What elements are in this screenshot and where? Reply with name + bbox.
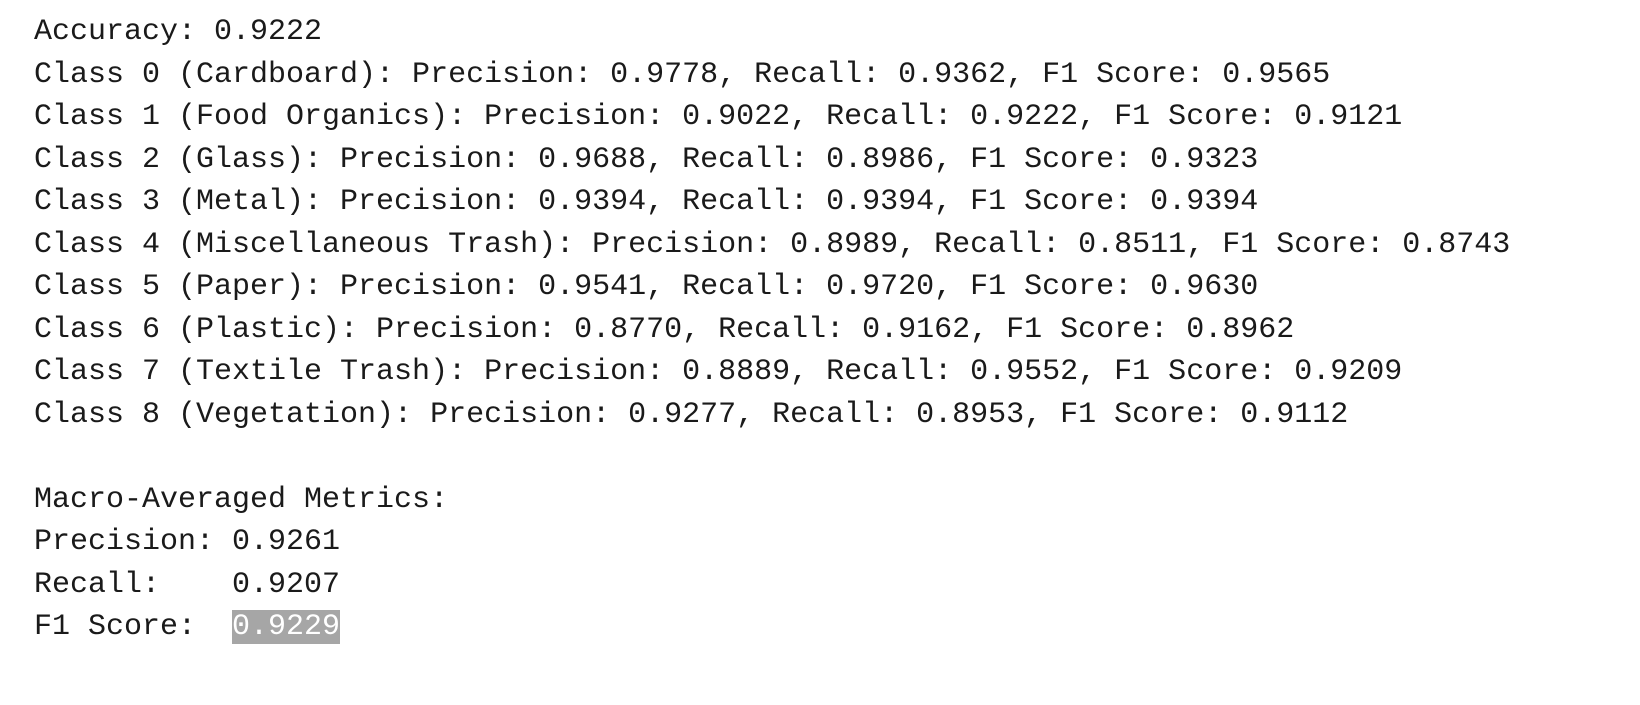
output-line: Class 5 (Paper): Precision: 0.9541, Reca… (34, 270, 1259, 304)
metric-label: F1 Score: (34, 610, 197, 644)
metric-row: F1 Score: 0.9229 (34, 606, 1640, 649)
output-line: Accuracy: 0.9222 (34, 15, 323, 49)
output-line: Class 7 (Textile Trash): Precision: 0.88… (34, 355, 1403, 389)
output-line: Class 3 (Metal): Precision: 0.9394, Reca… (34, 185, 1259, 219)
output-line: Class 4 (Miscellaneous Trash): Precision… (34, 227, 1511, 262)
metric-value: 0.9229 (232, 610, 341, 644)
output-line: Class 0 (Cardboard): Precision: 0.9778, … (34, 57, 1331, 92)
output-line: Class 6 (Plastic): Precision: 0.8770, Re… (34, 312, 1295, 347)
blank-line (34, 436, 1640, 479)
section-heading: Macro-Averaged Metrics: (34, 482, 449, 517)
output-line: Class 2 (Glass): Precision: 0.9688, Reca… (34, 142, 1259, 177)
metric-row: Recall: 0.9207 (34, 564, 1640, 607)
output-line: Class 1 (Food Organics): Precision: 0.90… (34, 100, 1403, 134)
metric-row: Precision: 0.9261 (34, 521, 1640, 564)
metric-value: 0.9261 (232, 525, 341, 559)
metric-label: Precision: (34, 525, 215, 559)
output-line: Class 8 (Vegetation): Precision: 0.9277,… (34, 397, 1349, 432)
metric-value: 0.9207 (232, 567, 341, 602)
metric-label: Recall: (34, 567, 161, 602)
